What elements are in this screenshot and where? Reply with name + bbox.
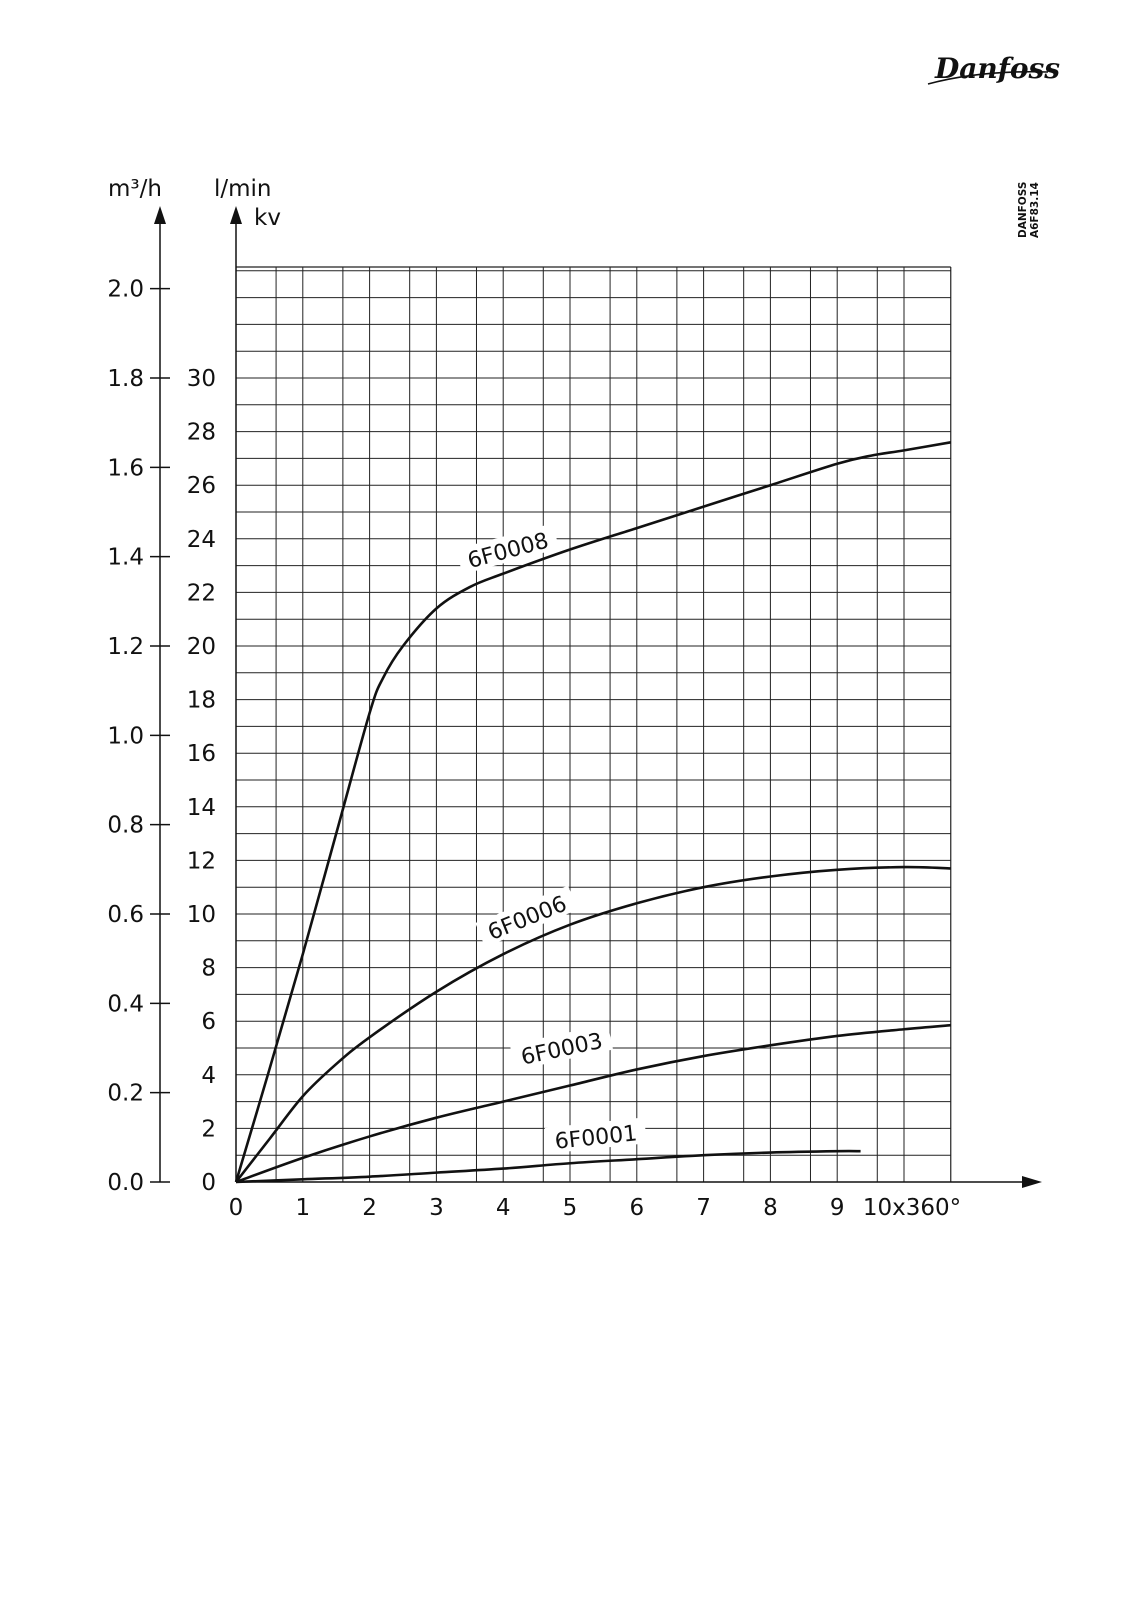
document-reference: DANFOSS A6F83.14: [1017, 182, 1041, 238]
x-tick-label: 6: [629, 1195, 644, 1221]
lmin-tick-label: 12: [187, 848, 216, 874]
x-tick-label: 2: [362, 1195, 377, 1221]
x-tick-label: 4: [496, 1195, 511, 1221]
lmin-tick-label: 26: [187, 473, 216, 499]
series-label-group: 6F0001: [544, 1117, 647, 1155]
x-tick-label: 8: [763, 1195, 778, 1221]
x-tick-label: 7: [696, 1195, 711, 1221]
x-tick-label: 0: [229, 1195, 244, 1221]
series-label-bg: [455, 523, 560, 575]
m3h-tick-label: 1.2: [107, 634, 144, 660]
x-unit-label: 10x360°: [863, 1195, 961, 1221]
lmin-tick-label: 18: [187, 688, 216, 714]
series-label-bg: [509, 1024, 614, 1071]
m3h-tick-label: 0.8: [107, 813, 144, 839]
x-tick-label: 3: [429, 1195, 444, 1221]
m3h-tick-label: 0.0: [107, 1170, 144, 1196]
lmin-tick-label: 4: [201, 1063, 216, 1089]
series-label-group: 6F0003: [509, 1024, 614, 1071]
series-label: 6F0006: [484, 892, 570, 946]
x-axis-arrow: [1022, 1176, 1042, 1188]
chart-axes: [150, 206, 1042, 1188]
m3h-tick-label: 1.8: [107, 366, 144, 392]
series-label-bg: [475, 885, 578, 948]
chart-labels: 0.00.20.40.60.81.01.21.41.61.82.00246810…: [107, 176, 961, 1221]
m3h-tick-label: 1.0: [107, 723, 144, 749]
m3h-axis-label: m³/h: [108, 176, 162, 202]
lmin-tick-label: 14: [187, 795, 216, 821]
m3h-tick-label: 0.6: [107, 902, 144, 928]
lmin-tick-label: 2: [201, 1116, 216, 1142]
series-line-6F0008: [234, 441, 951, 1183]
danfoss-logo-text: Danfoss: [934, 52, 1060, 85]
lmin-tick-label: 22: [187, 580, 216, 606]
x-tick-label: 5: [563, 1195, 578, 1221]
m3h-axis-arrow: [154, 206, 166, 224]
series-label-group: 6F0008: [455, 523, 560, 575]
doc-ref-line1: DANFOSS: [1017, 182, 1029, 238]
logo-underline: [927, 70, 1049, 85]
m3h-tick-label: 1.6: [107, 455, 144, 481]
lmin-tick-label: 8: [201, 956, 216, 982]
danfoss-logo: Danfoss: [927, 52, 1060, 85]
lmin-axis-arrow: [230, 206, 242, 224]
chart-series: [234, 441, 951, 1184]
m3h-tick-label: 1.4: [107, 545, 144, 571]
lmin-tick-label: 10: [187, 902, 216, 928]
lmin-tick-label: 30: [187, 366, 216, 392]
m3h-tick-label: 0.2: [107, 1081, 144, 1107]
x-tick-label: 1: [295, 1195, 310, 1221]
lmin-tick-label: 24: [187, 527, 216, 553]
lmin-tick-label: 28: [187, 420, 216, 446]
series-line-6F0006: [234, 865, 951, 1183]
m3h-tick-label: 0.4: [107, 991, 144, 1017]
lmin-axis-label: l/min: [214, 176, 272, 202]
doc-ref-line2: A6F83.14: [1029, 182, 1041, 238]
lmin-tick-label: 20: [187, 634, 216, 660]
lmin-tick-label: 16: [187, 741, 216, 767]
kv-axis-label: kv: [254, 205, 281, 231]
lmin-tick-label: 6: [201, 1009, 216, 1035]
series-label-bg: [544, 1117, 647, 1154]
lmin-tick-label: 0: [201, 1170, 216, 1196]
x-tick-label: 9: [830, 1195, 845, 1221]
series-line-6F0003: [235, 1023, 951, 1184]
m3h-tick-label: 2.0: [107, 277, 144, 303]
series-label-group: 6F0006: [475, 885, 578, 948]
series-line-6F0001: [235, 1149, 861, 1184]
